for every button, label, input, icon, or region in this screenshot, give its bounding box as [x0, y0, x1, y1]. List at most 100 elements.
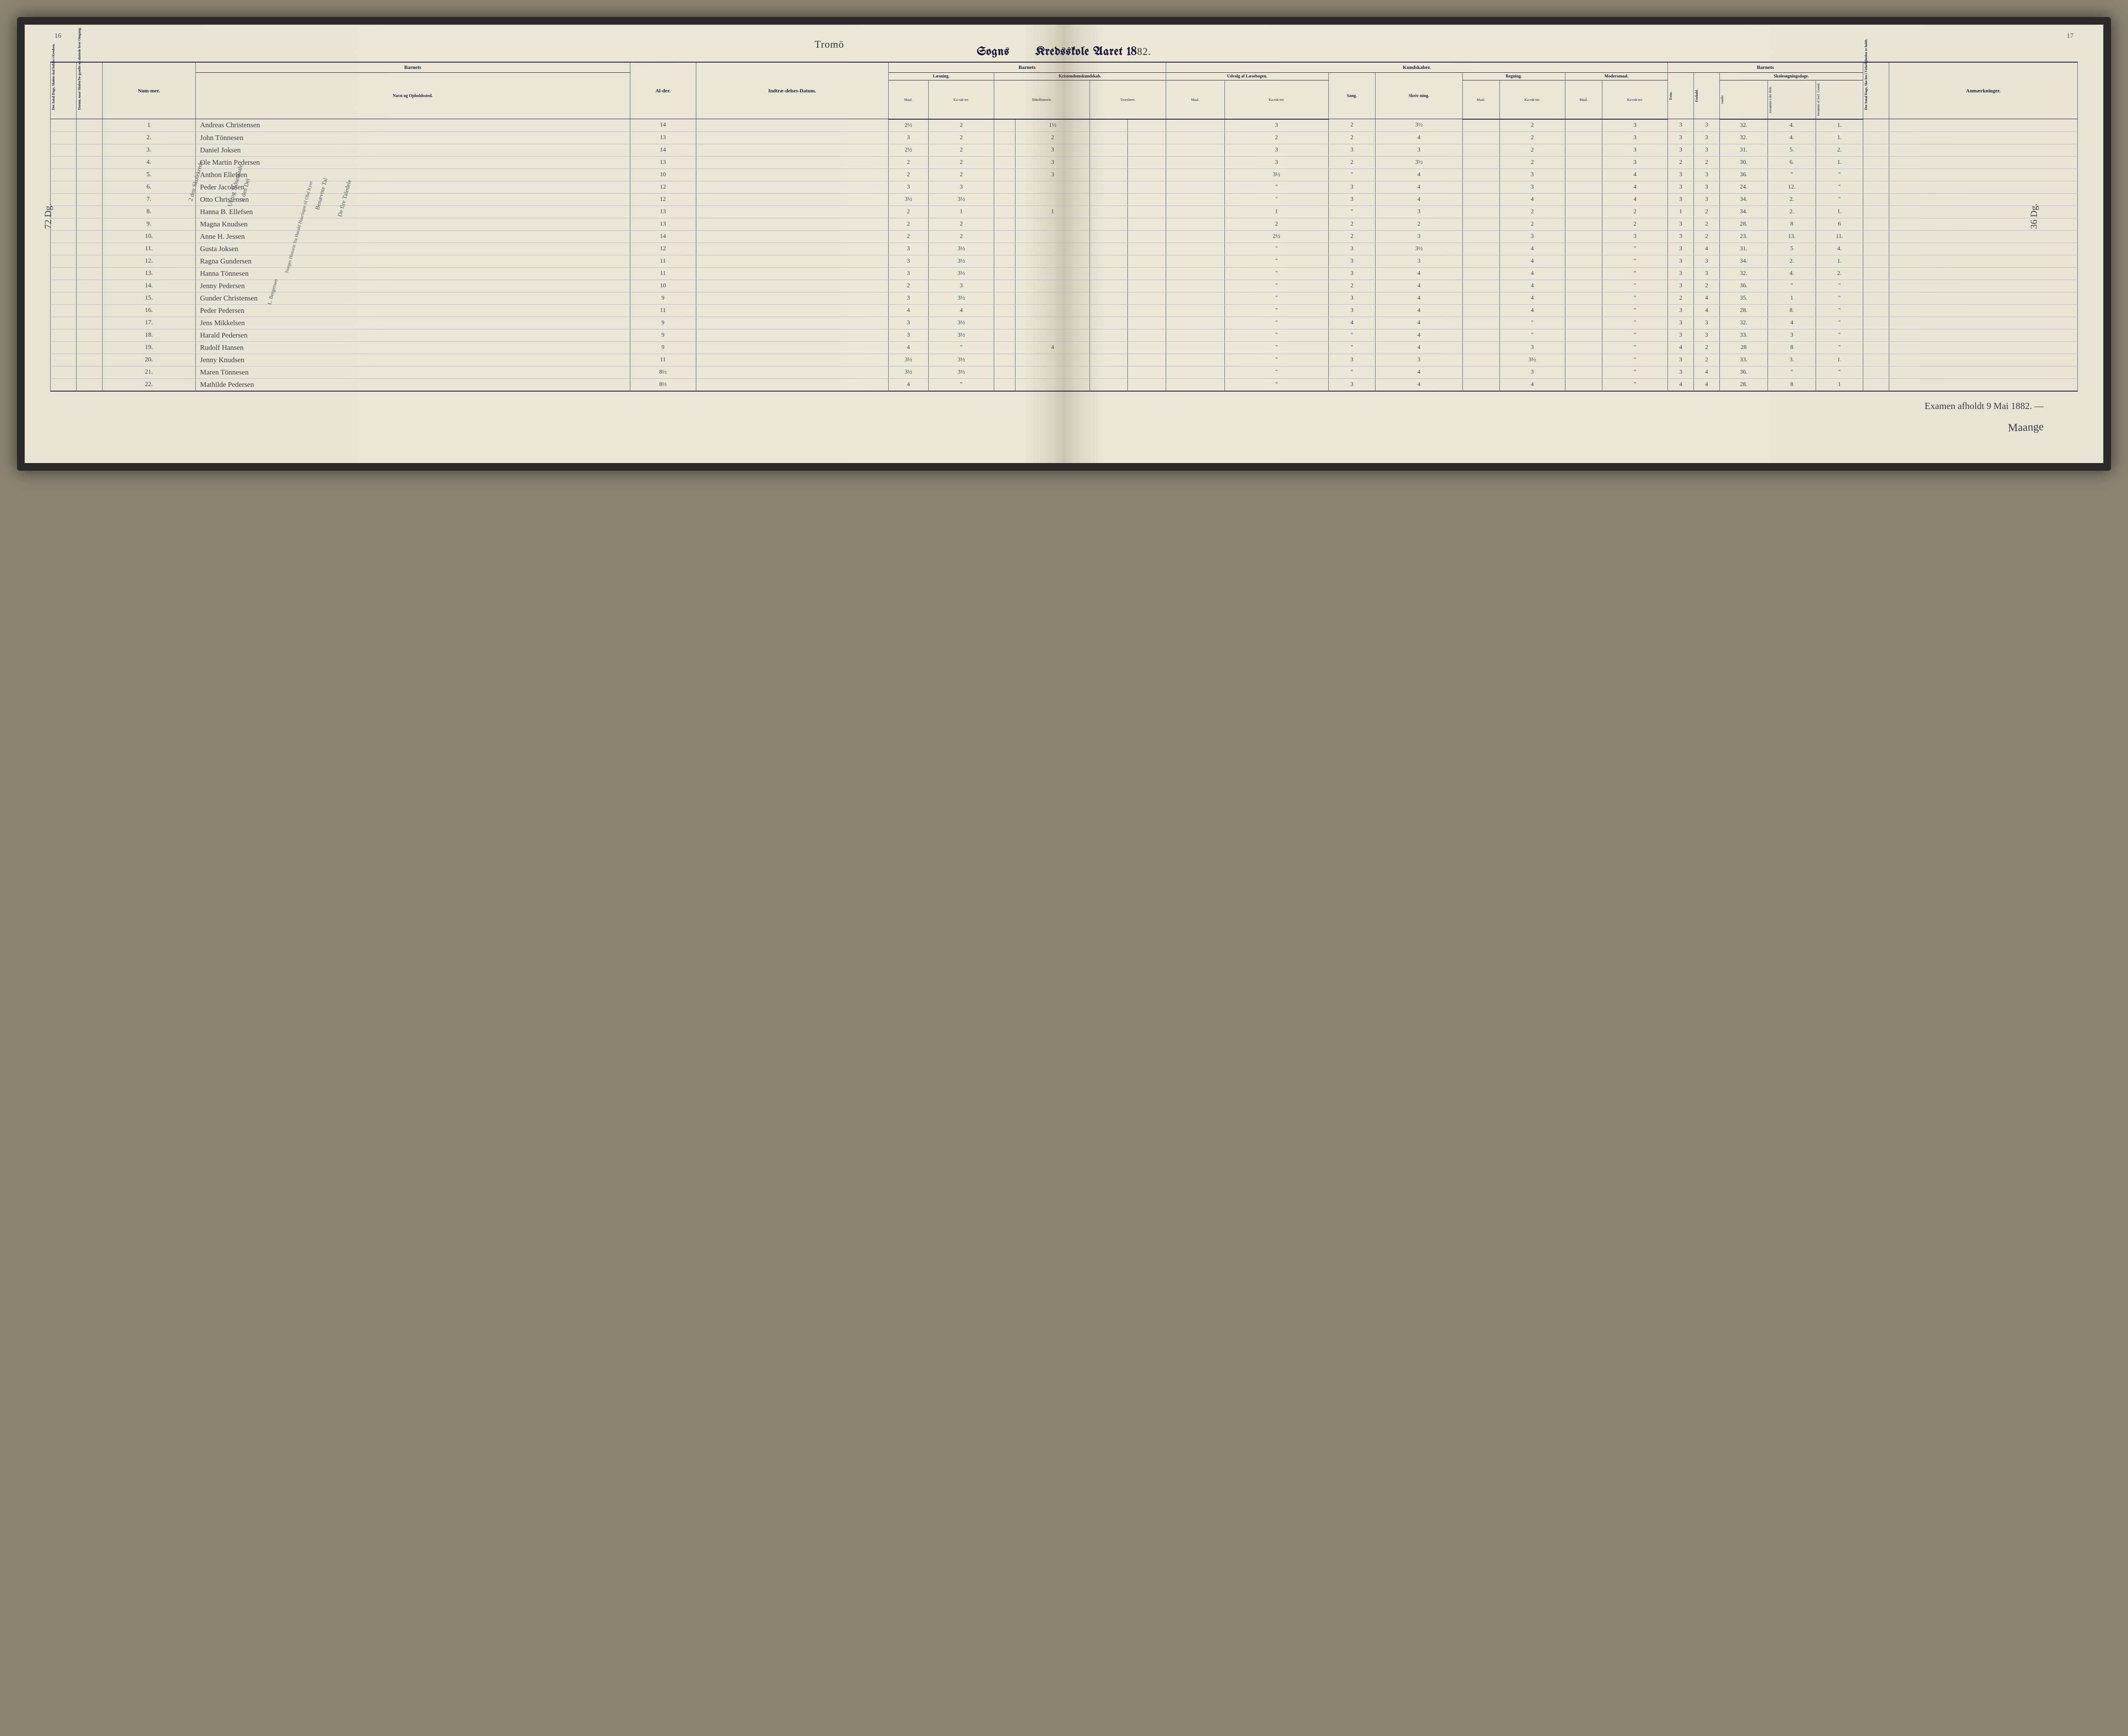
cell [76, 132, 102, 144]
table-row: 18.Harald Pedersen933½""4""3333.3" [51, 329, 2078, 341]
cell [994, 292, 1015, 304]
cell: 33. [1719, 354, 1768, 366]
hdr-bibel: Bibelhistorie. [994, 80, 1090, 119]
cell: 4 [1693, 243, 1719, 255]
cell [1090, 366, 1128, 378]
table-row: 9.Magna Knudsen1322222223228.86 [51, 218, 2078, 230]
cell: 2 [1499, 156, 1565, 169]
cell: 10 [630, 280, 696, 292]
cell [994, 119, 1015, 132]
cell [1462, 193, 1499, 206]
cell [1462, 206, 1499, 218]
table-row: 10.Anne H. Jessen14222½23333223.13.11. [51, 230, 2078, 243]
cell: 31. [1719, 243, 1768, 255]
cell: 3 [1668, 329, 1694, 341]
cell [76, 317, 102, 329]
cell: 3 [1015, 169, 1090, 181]
cell [696, 280, 888, 292]
cell: 2 [888, 206, 928, 218]
cell: 5. [1768, 144, 1816, 156]
cell [1889, 366, 2077, 378]
cell [51, 132, 77, 144]
cell: 1½ [1015, 119, 1090, 132]
cell: 2. [1768, 206, 1816, 218]
cell: 2 [1693, 280, 1719, 292]
cell: 33. [1719, 329, 1768, 341]
cell: 2 [1602, 218, 1668, 230]
cell [76, 378, 102, 391]
cell [1462, 292, 1499, 304]
cell: 3½ [929, 292, 994, 304]
cell: " [1224, 280, 1328, 292]
cell: 4 [1376, 280, 1462, 292]
table-row: 8.Hanna B. Ellefsen132111"3221234.2.1. [51, 206, 2078, 218]
cell [1128, 354, 1166, 366]
cell [1889, 280, 2077, 292]
table-row: 13.Hanna Tönnesen1133½"344"3332.4.2. [51, 267, 2078, 280]
margin-days-left: 72 Dg. [43, 203, 54, 229]
cell: Jens Mikkelsen [195, 317, 630, 329]
cell: 3 [1668, 119, 1694, 132]
cell [1863, 218, 1889, 230]
cell [1565, 230, 1602, 243]
cell [1565, 329, 1602, 341]
cell: " [1816, 317, 1863, 329]
cell [1015, 230, 1090, 243]
cell [696, 230, 888, 243]
cell [76, 169, 102, 181]
margin-days-right: 36 Dg. [2028, 203, 2039, 229]
cell: 2 [1328, 156, 1375, 169]
cell: 3 [1602, 119, 1668, 132]
cell [51, 169, 77, 181]
cell [1090, 341, 1128, 354]
cell: 20. [102, 354, 195, 366]
cell: 2 [1499, 132, 1565, 144]
cell [696, 144, 888, 156]
cell: 28. [1719, 218, 1768, 230]
cell [1090, 243, 1128, 255]
cell: 8. [1768, 304, 1816, 317]
cell [1889, 304, 2077, 317]
cell: 28. [1719, 378, 1768, 391]
cell [1166, 366, 1224, 378]
cell: " [1224, 317, 1328, 329]
cell [1166, 354, 1224, 366]
cell: 4 [1376, 317, 1462, 329]
cell [1166, 181, 1224, 193]
cell [1462, 329, 1499, 341]
cell: Gunder Christensen [195, 292, 630, 304]
cell: 3 [1668, 169, 1694, 181]
cell [76, 230, 102, 243]
cell [1128, 156, 1166, 169]
table-row: 6.Peder Jacobsen1233"34343324.12." [51, 181, 2078, 193]
cell [1863, 206, 1889, 218]
cell: 12 [630, 243, 696, 255]
cell: 12 [630, 193, 696, 206]
hdr-kristen: Kristendomskundskab. [994, 73, 1166, 80]
cell [1565, 181, 1602, 193]
cell: 3½ [929, 354, 994, 366]
cell: " [1602, 329, 1668, 341]
cell [1015, 267, 1090, 280]
hdr-indtr: Indtræ-delses-Datum. [696, 62, 888, 119]
cell: 5. [102, 169, 195, 181]
title-kreds: Kredsskole Aaret 18 [1035, 46, 1137, 58]
cell: 3 [888, 243, 928, 255]
cell: 9. [102, 218, 195, 230]
cell: 8 [1768, 378, 1816, 391]
table-row: 11.Gusta Joksen1233½"33½4"3431.54. [51, 243, 2078, 255]
cell [76, 341, 102, 354]
cell [1863, 341, 1889, 354]
cell [51, 243, 77, 255]
cell [1889, 119, 2077, 132]
cell: " [1816, 304, 1863, 317]
cell: 7. [102, 193, 195, 206]
cell [1565, 218, 1602, 230]
cell: 3 [1668, 280, 1694, 292]
cell: 1 [1015, 206, 1090, 218]
cell: 4 [1602, 181, 1668, 193]
cell: " [1816, 193, 1863, 206]
cell [1015, 304, 1090, 317]
cell [1889, 132, 2077, 144]
cell: 18. [102, 329, 195, 341]
